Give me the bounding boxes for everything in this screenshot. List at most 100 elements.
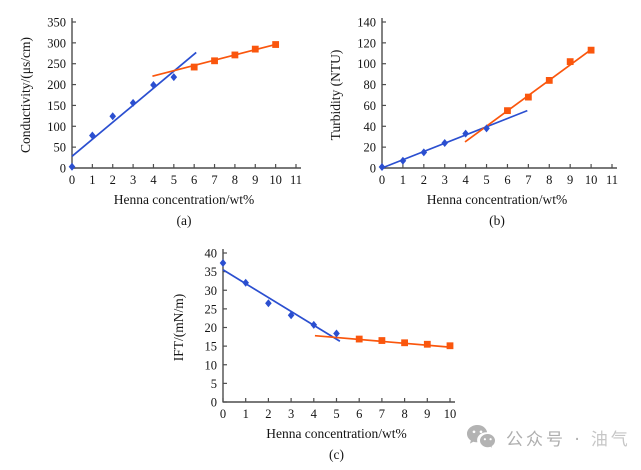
- y-tick-label: 120: [357, 36, 376, 50]
- data-point-diamond: [89, 131, 96, 140]
- y-tick-label: 40: [364, 120, 377, 134]
- chart-turbidity-canvas: 0 1 2 3 4 5 6 7 8 9 10 11 0 20 40 60 80 100 120 140 Henna co…: [328, 16, 618, 229]
- y-tick-label: 300: [47, 36, 66, 50]
- data-point-square: [211, 57, 218, 65]
- watermark-text-prefix: 公众号 ·: [506, 429, 583, 450]
- data-point-square: [545, 77, 553, 84]
- y-tick-label: 80: [364, 78, 377, 92]
- x-tick-label: 5: [171, 173, 177, 187]
- y-tick-label: 0: [370, 162, 376, 176]
- x-tick-label: 6: [191, 173, 197, 187]
- y-tick-label: 20: [205, 321, 218, 335]
- chart-conductivity: 0 1 2 3 4 5 6 7 8 9 10 11 0 50 100 150 200 250 300 350 Henna…: [0, 0, 320, 230]
- y-tick-label: 10: [205, 358, 218, 372]
- x-tick-label: 4: [463, 173, 470, 187]
- data-point-diamond: [170, 73, 178, 82]
- y-tick-label: 200: [47, 78, 66, 92]
- x-tick-label: 11: [606, 173, 618, 187]
- x-tick-label: 3: [442, 173, 448, 187]
- data-point-square: [446, 342, 454, 350]
- x-tick-label: 4: [311, 407, 318, 421]
- watermark: 公众号 · 油气: [466, 421, 631, 453]
- data-point-diamond: [265, 299, 272, 308]
- y-tick-label: 40: [205, 247, 218, 261]
- chart-conductivity-canvas: 0 1 2 3 4 5 6 7 8 9 10 11050100150200250300350Henna…: [18, 16, 302, 229]
- x-tick-label: 8: [232, 173, 238, 187]
- y-tick-label: 100: [357, 57, 376, 71]
- chart-ift-canvas: 0 1 2 3 4 5 6 7 8 9 10 0 5 10 15 20 25 30 35 40 Henna concen…: [171, 247, 457, 463]
- data-point-diamond: [441, 138, 449, 147]
- data-point-diamond: [462, 129, 469, 138]
- x-axis-label: Henna concentration/wt%: [114, 192, 255, 207]
- x-tick-label: 10: [269, 173, 282, 187]
- data-point-diamond: [399, 156, 407, 165]
- data-point-square: [378, 337, 386, 344]
- x-tick-label: 5: [333, 407, 339, 421]
- x-tick-label: 8: [401, 407, 407, 421]
- x-tick-label: 10: [585, 173, 598, 187]
- data-point-diamond: [333, 329, 340, 338]
- data-point-square: [566, 58, 574, 66]
- watermark-text-suffix: 油气: [590, 429, 631, 450]
- x-tick-label: 0: [220, 407, 226, 421]
- chart-caption: (a): [177, 213, 192, 228]
- chart-caption: (b): [489, 213, 505, 228]
- data-point-square: [504, 107, 511, 115]
- data-point-diamond: [378, 162, 386, 171]
- data-point-square: [587, 46, 595, 54]
- y-tick-label: 60: [364, 99, 377, 113]
- x-tick-label: 2: [110, 173, 116, 187]
- data-point-diamond: [150, 80, 157, 89]
- data-point-diamond: [219, 259, 227, 268]
- y-tick-label: 25: [205, 302, 218, 316]
- x-tick-label: 1: [400, 173, 406, 187]
- x-tick-label: 0: [69, 173, 75, 187]
- x-axis-label: Henna concentration/wt%: [266, 426, 407, 441]
- x-axis-label: Henna concentration/wt%: [427, 192, 568, 207]
- y-tick-label: 140: [357, 16, 376, 30]
- x-tick-label: 2: [265, 407, 271, 421]
- y-tick-label: 250: [47, 57, 66, 71]
- data-point-diamond: [287, 311, 295, 320]
- y-tick-label: 150: [47, 99, 66, 113]
- y-tick-label: 5: [211, 377, 217, 391]
- x-tick-label: 9: [252, 173, 258, 187]
- x-tick-label: 7: [211, 173, 217, 187]
- data-point-diamond: [129, 98, 137, 107]
- x-tick-label: 3: [130, 173, 136, 187]
- y-tick-label: 20: [364, 141, 377, 155]
- chart-caption: (c): [329, 447, 344, 462]
- y-tick-label: 100: [47, 120, 66, 134]
- data-point-square: [231, 51, 239, 59]
- x-tick-label: 7: [379, 407, 385, 421]
- x-tick-label: 10: [444, 407, 457, 421]
- data-point-square: [524, 93, 532, 101]
- y-axis-label: Conductivity/(μs/cm): [18, 37, 33, 153]
- data-point-square: [401, 339, 408, 347]
- y-tick-label: 0: [211, 396, 217, 410]
- x-tick-label: 7: [525, 173, 531, 187]
- data-point-square: [272, 41, 280, 48]
- x-tick-label: 9: [567, 173, 573, 187]
- data-point-square: [423, 340, 431, 348]
- y-tick-label: 15: [205, 340, 218, 354]
- x-tick-label: 0: [379, 173, 385, 187]
- x-tick-label: 1: [243, 407, 249, 421]
- data-point-diamond: [420, 148, 428, 157]
- x-tick-label: 3: [288, 407, 294, 421]
- y-tick-label: 0: [60, 162, 66, 176]
- data-point-diamond: [483, 124, 490, 133]
- data-point-square: [190, 63, 198, 71]
- data-point-square: [355, 335, 363, 343]
- trendline-low-region-fit: [381, 109, 528, 169]
- y-tick-label: 35: [205, 265, 218, 279]
- trendline-low-region-fit: [222, 269, 341, 343]
- data-point-diamond: [310, 320, 318, 329]
- chart-ift: 0 1 2 3 4 5 6 7 8 9 10 0 5 10 15 20 25 30 35 40 Henna concen…: [150, 230, 490, 465]
- x-tick-label: 2: [421, 173, 427, 187]
- x-tick-label: 9: [424, 407, 430, 421]
- x-tick-label: 6: [356, 407, 362, 421]
- x-tick-label: 11: [290, 173, 302, 187]
- data-point-diamond: [68, 162, 76, 171]
- y-tick-label: 30: [205, 284, 218, 298]
